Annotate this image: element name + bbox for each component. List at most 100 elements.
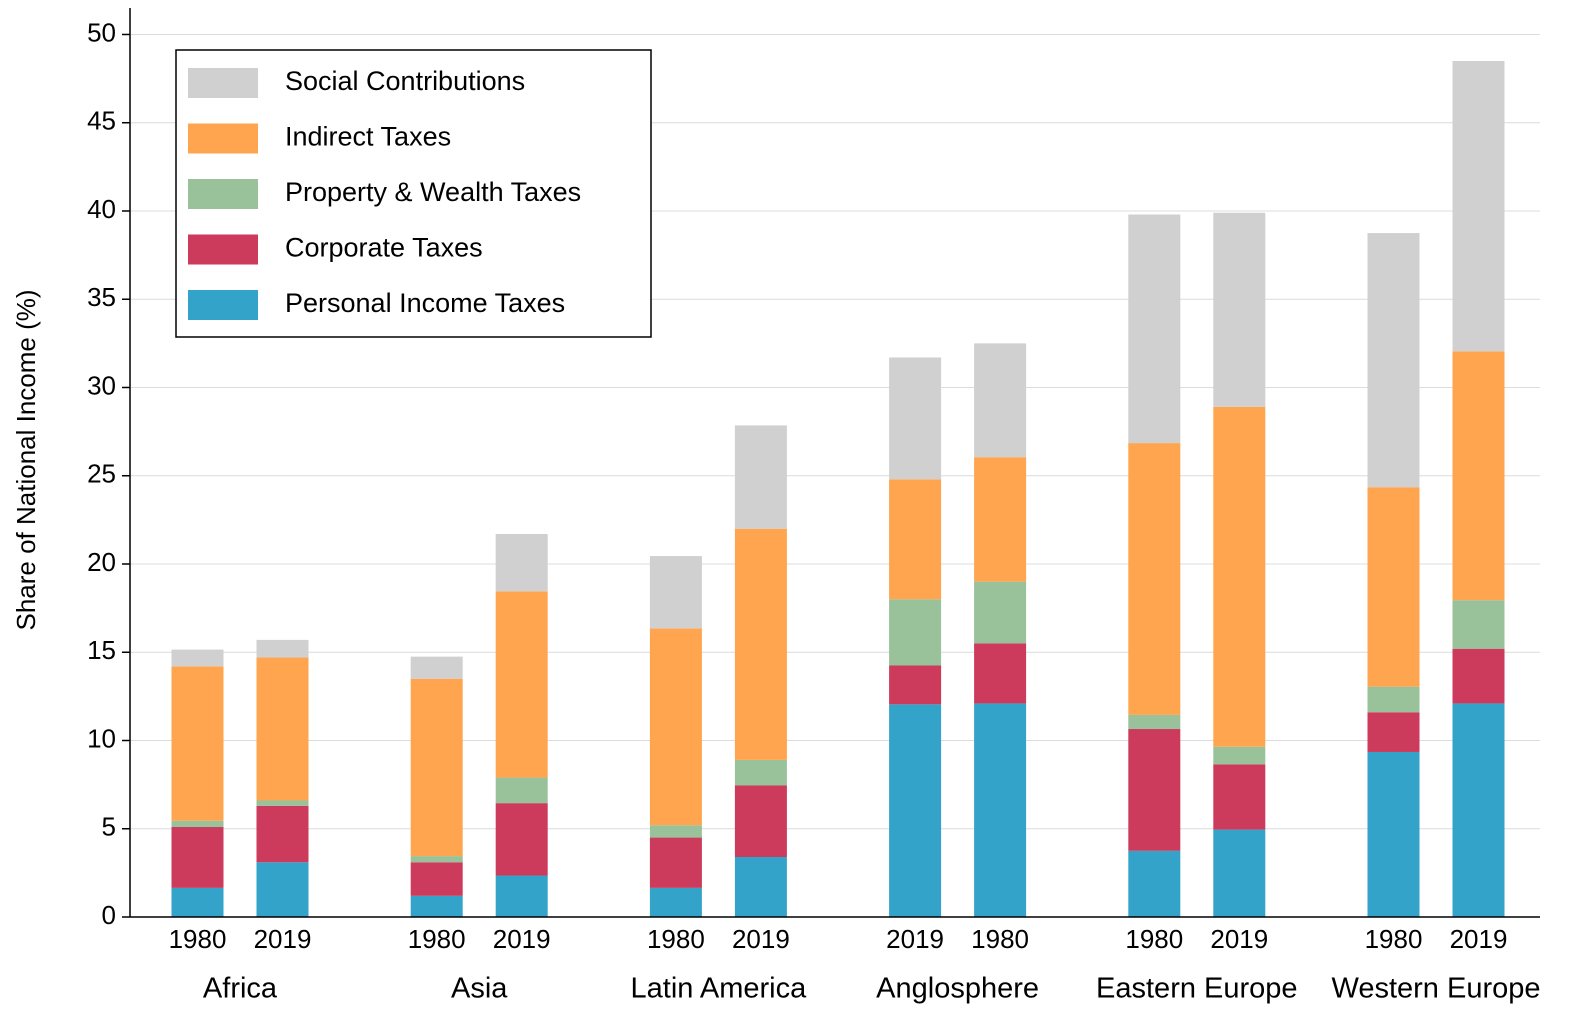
y-tick-label: 25	[87, 459, 116, 489]
bar-segment	[974, 581, 1027, 644]
legend-label: Property & Wealth Taxes	[285, 177, 581, 207]
x-tick-label: 2019	[1450, 924, 1508, 954]
bar-segment	[410, 862, 463, 896]
bar-segment	[256, 805, 309, 863]
group-label: Asia	[451, 973, 508, 1005]
legend-swatch	[188, 234, 258, 265]
bar-segment	[256, 800, 309, 806]
group-label: Africa	[203, 973, 278, 1005]
bar-segment	[889, 357, 942, 480]
bar-segment	[1213, 764, 1266, 830]
bar-segment	[171, 666, 224, 821]
group-label: Latin America	[631, 973, 808, 1005]
bar-segment	[1367, 712, 1420, 752]
bar-segment	[649, 837, 702, 888]
bar-segment	[1128, 850, 1181, 917]
group-label: Anglosphere	[876, 973, 1039, 1005]
bar-segment	[410, 895, 463, 917]
x-tick-label: 1980	[169, 924, 227, 954]
x-tick-label: 1980	[647, 924, 705, 954]
x-tick-label: 2019	[254, 924, 312, 954]
bar-segment	[1452, 351, 1505, 601]
y-tick-label: 35	[87, 282, 116, 312]
x-tick-label: 2019	[493, 924, 551, 954]
x-tick-label: 1980	[1125, 924, 1183, 954]
legend-label: Indirect Taxes	[285, 122, 451, 152]
bar-segment	[171, 887, 224, 917]
bar-segment	[1452, 648, 1505, 704]
bar-segment	[256, 862, 309, 917]
bar-segment	[1367, 487, 1420, 687]
bar-segment	[495, 591, 548, 778]
x-tick-label: 1980	[1365, 924, 1423, 954]
y-tick-label: 50	[87, 17, 116, 47]
bar-segment	[734, 856, 787, 917]
bar-segment	[495, 533, 548, 592]
x-tick-label: 2019	[1210, 924, 1268, 954]
bar-segment	[734, 785, 787, 857]
bar-segment	[495, 777, 548, 804]
y-tick-label: 45	[87, 106, 116, 136]
x-tick-label: 1980	[971, 924, 1029, 954]
bar-segment	[649, 628, 702, 826]
legend-label: Corporate Taxes	[285, 233, 483, 263]
bar-segment	[1128, 443, 1181, 715]
bar-segment	[1452, 600, 1505, 649]
x-tick-label: 2019	[732, 924, 790, 954]
legend-swatch	[188, 290, 258, 320]
bar-segment	[1367, 686, 1420, 713]
bar-segment	[495, 875, 548, 917]
bar-segment	[1128, 214, 1181, 444]
bar-segment	[974, 643, 1027, 704]
y-tick-label: 40	[87, 194, 116, 224]
bar-segment	[1367, 751, 1420, 917]
bar-segment	[974, 703, 1027, 917]
bar-segment	[256, 639, 309, 658]
y-tick-label: 30	[87, 370, 116, 400]
bar-segment	[1213, 829, 1266, 917]
y-tick-label: 10	[87, 723, 116, 753]
bar-segment	[734, 528, 787, 760]
bar-segment	[256, 657, 309, 801]
bar-segment	[734, 425, 787, 529]
bar-segment	[1367, 233, 1420, 488]
legend-swatch	[188, 123, 258, 154]
bar-segment	[410, 856, 463, 863]
bar-segment	[974, 343, 1027, 458]
bar-segment	[410, 656, 463, 679]
bar-segment	[649, 556, 702, 629]
bar-segment	[495, 803, 548, 876]
legend-swatch	[188, 68, 258, 98]
bar-segment	[171, 820, 224, 827]
bar-segment	[649, 887, 702, 917]
bar-segment	[889, 704, 942, 917]
bar-segment	[171, 826, 224, 888]
y-tick-label: 15	[87, 635, 116, 665]
x-tick-label: 1980	[408, 924, 466, 954]
bar-segment	[974, 457, 1027, 582]
y-tick-label: 20	[87, 547, 116, 577]
legend-swatch	[188, 179, 258, 209]
bar-segment	[1128, 729, 1181, 851]
group-label: Eastern Europe	[1096, 973, 1298, 1005]
legend: Personal Income Taxes Corporate Taxes Prop…	[175, 49, 652, 338]
bar-segment	[889, 479, 942, 600]
bar-segment	[734, 759, 787, 786]
legend-label: Personal Income Taxes	[285, 288, 565, 318]
bar-segment	[1213, 212, 1266, 407]
legend-label: Social Contributions	[285, 66, 525, 96]
y-tick-label: 0	[102, 900, 116, 930]
y-tick-label: 5	[102, 812, 116, 842]
bar-segment	[1452, 60, 1505, 352]
x-tick-label: 2019	[886, 924, 944, 954]
bar-segment	[410, 678, 463, 857]
bar-segment	[1128, 714, 1181, 730]
bar-segment	[171, 649, 224, 667]
bar-segment	[1213, 746, 1266, 765]
y-axis-label: Share of National Income (%)	[11, 289, 41, 630]
group-label: Western Europe	[1331, 973, 1540, 1005]
bar-segment	[1452, 703, 1505, 917]
bar-segment	[649, 825, 702, 838]
bar-segment	[889, 599, 942, 666]
